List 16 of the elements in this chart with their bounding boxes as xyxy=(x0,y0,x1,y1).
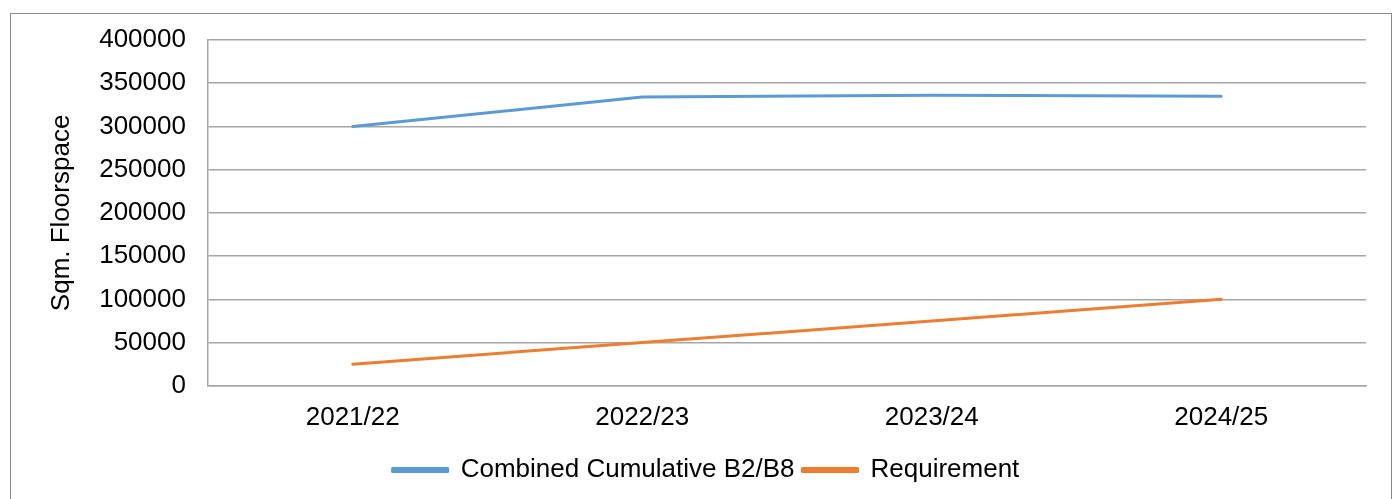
y-tick-label: 350000 xyxy=(99,66,186,97)
y-tick-label: 400000 xyxy=(99,23,186,54)
x-tick-label: 2022/23 xyxy=(595,400,690,431)
x-tick-label: 2023/24 xyxy=(884,400,979,431)
y-tick-label: 100000 xyxy=(99,282,186,313)
y-tick-label: 0 xyxy=(171,368,186,399)
y-axis-title: Sqm. Floorspace xyxy=(44,114,75,312)
y-tick-label: 200000 xyxy=(99,196,186,227)
y-tick-label: 150000 xyxy=(99,239,186,270)
y-tick-label: 50000 xyxy=(113,325,186,356)
y-tick-label: 300000 xyxy=(99,109,186,140)
y-tick-label: 250000 xyxy=(99,152,186,183)
x-tick-label: 2024/25 xyxy=(1174,400,1269,431)
legend-label: Requirement xyxy=(870,453,1021,484)
legend-label: Combined Cumulative B2/B8 xyxy=(460,453,795,484)
x-tick-label: 2021/22 xyxy=(305,400,400,431)
